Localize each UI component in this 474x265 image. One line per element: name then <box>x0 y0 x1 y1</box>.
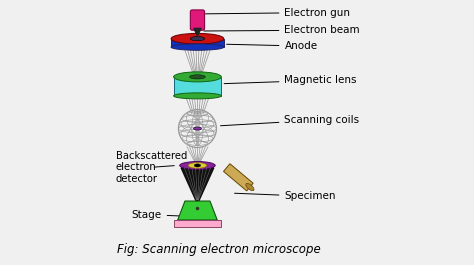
Ellipse shape <box>180 161 215 169</box>
FancyBboxPatch shape <box>191 10 205 30</box>
Text: Anode: Anode <box>227 41 318 51</box>
Ellipse shape <box>190 37 205 41</box>
Text: Stage: Stage <box>132 210 181 220</box>
Polygon shape <box>181 168 214 201</box>
Text: Electron beam: Electron beam <box>204 25 360 35</box>
Text: Magnetic lens: Magnetic lens <box>224 75 357 85</box>
FancyBboxPatch shape <box>174 77 220 96</box>
Ellipse shape <box>171 44 224 50</box>
Ellipse shape <box>173 93 221 99</box>
Ellipse shape <box>190 75 205 79</box>
Polygon shape <box>223 164 253 191</box>
Polygon shape <box>178 201 217 220</box>
Text: Scanning coils: Scanning coils <box>220 115 360 126</box>
Polygon shape <box>174 220 220 227</box>
FancyBboxPatch shape <box>171 39 224 47</box>
Text: Specimen: Specimen <box>235 191 336 201</box>
Ellipse shape <box>171 33 224 44</box>
Text: Fig: Scanning electron microscope: Fig: Scanning electron microscope <box>117 243 320 256</box>
Text: Backscattered
electron
detector: Backscattered electron detector <box>116 151 187 184</box>
Ellipse shape <box>246 183 254 191</box>
Text: Electron gun: Electron gun <box>206 8 350 17</box>
Ellipse shape <box>173 72 221 82</box>
Polygon shape <box>194 28 201 36</box>
Ellipse shape <box>194 164 201 167</box>
Ellipse shape <box>188 163 207 168</box>
Ellipse shape <box>193 127 201 130</box>
